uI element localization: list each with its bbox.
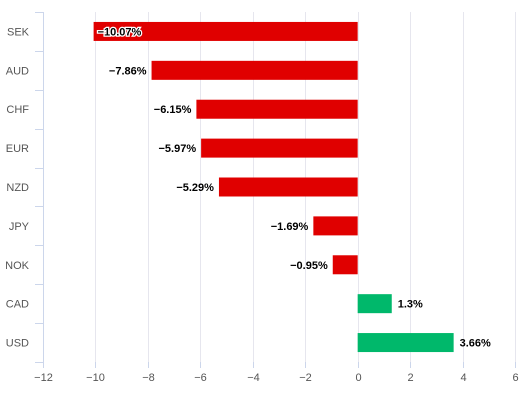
category-label: CHF: [6, 104, 29, 116]
bar-eur: [201, 138, 358, 158]
x-tick-label: 4: [460, 372, 466, 384]
x-tick-label: −6: [194, 372, 207, 384]
axis-layer: −12 −10 −8 −6 −4 −2 0 2 4 6: [34, 12, 519, 384]
x-tick-label: −2: [299, 372, 312, 384]
data-label: −5.97%: [158, 143, 196, 155]
bar-jpy: [313, 216, 358, 236]
x-tick-label: −8: [142, 372, 155, 384]
bar-cad: [357, 294, 392, 314]
bar-nzd: [218, 177, 358, 197]
category-label: NZD: [6, 182, 29, 194]
category-label: USD: [6, 338, 29, 350]
category-label: EUR: [6, 143, 29, 155]
bar-nok: [332, 255, 358, 275]
data-label: 1.3%: [398, 299, 423, 311]
bar-chf: [196, 99, 358, 119]
labels-layer: SEK −10.07% AUD −7.86% CHF −6.15% EUR −5.97% NZD…: [5, 25, 491, 350]
data-label: −5.29%: [176, 182, 214, 194]
data-label: −1.69%: [271, 221, 309, 233]
x-tick-label: −12: [34, 372, 53, 384]
x-tick-label: −10: [86, 372, 105, 384]
category-label: AUD: [6, 65, 29, 77]
bar-usd: [357, 333, 454, 353]
category-label: CAD: [6, 299, 29, 311]
bar-sek: [93, 21, 358, 41]
x-tick-label: 2: [407, 372, 413, 384]
bar-aud: [151, 60, 358, 80]
data-label: −0.95%: [290, 260, 328, 272]
x-tick-label: 0: [355, 372, 361, 384]
data-label: −10.07%: [98, 26, 142, 38]
x-tick-label: 6: [512, 372, 518, 384]
x-tick-label: −4: [247, 372, 260, 384]
category-label: NOK: [5, 260, 30, 272]
data-label: 3.66%: [460, 338, 491, 350]
category-label: JPY: [9, 221, 30, 233]
bars-layer: [93, 21, 454, 353]
category-label: SEK: [7, 26, 30, 38]
data-label: −6.15%: [154, 104, 192, 116]
data-label: −7.86%: [109, 65, 147, 77]
